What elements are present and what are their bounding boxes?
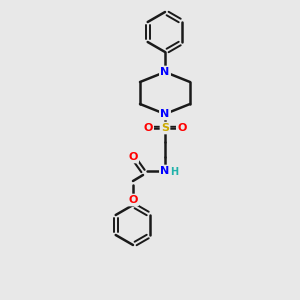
Text: O: O [128,152,138,162]
Text: N: N [160,166,169,176]
Text: S: S [161,123,169,133]
Text: O: O [143,123,153,133]
Text: O: O [177,123,187,133]
Text: N: N [160,109,169,119]
Text: N: N [160,67,169,77]
Text: O: O [128,195,138,205]
Text: H: H [170,167,178,177]
